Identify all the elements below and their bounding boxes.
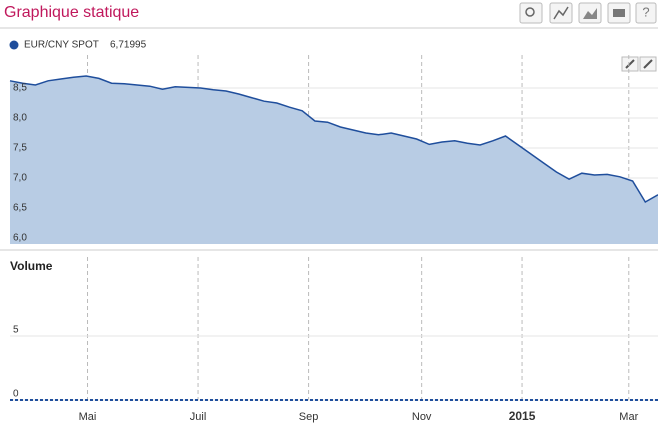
- help-button[interactable]: [635, 2, 657, 24]
- search-button[interactable]: [519, 2, 543, 24]
- x-tick-label: Nov: [412, 411, 432, 423]
- pen-icon: [625, 59, 635, 69]
- x-tick-label: Mai: [79, 411, 97, 423]
- y-tick-label: 7,0: [13, 173, 27, 184]
- volume-title: Volume: [10, 259, 53, 273]
- y-tick-label: 5: [13, 325, 19, 336]
- line-icon: [553, 6, 569, 20]
- search-icon: [525, 7, 535, 17]
- page-title: Graphique statique: [4, 4, 139, 21]
- y-tick-label: 0: [13, 389, 19, 400]
- y-tick-label: 8,0: [13, 113, 27, 124]
- legend-value: 6,71995: [110, 40, 147, 51]
- y-tick-label: 8,5: [13, 83, 27, 94]
- x-tick-label: Juil: [190, 411, 207, 423]
- toolbar: ?: [519, 2, 657, 24]
- area-fill: [10, 76, 658, 244]
- y-tick-label: 6,5: [13, 203, 27, 214]
- x-tick-label: 2015: [509, 409, 536, 423]
- eraser-icon: [643, 59, 653, 69]
- y-tick-label: 7,5: [13, 143, 27, 154]
- legend-marker: [9, 40, 19, 50]
- area-icon: [583, 8, 597, 19]
- legend-label: EUR/CNY SPOT: [24, 40, 99, 51]
- price-line: [9, 75, 658, 204]
- draw-tools: [621, 56, 657, 72]
- print-icon: [613, 9, 625, 17]
- x-tick-label: Mar: [619, 411, 638, 423]
- help-icon: ?: [642, 4, 649, 19]
- y-tick-label: 6,0: [13, 233, 27, 244]
- x-tick-label: Sep: [299, 411, 319, 423]
